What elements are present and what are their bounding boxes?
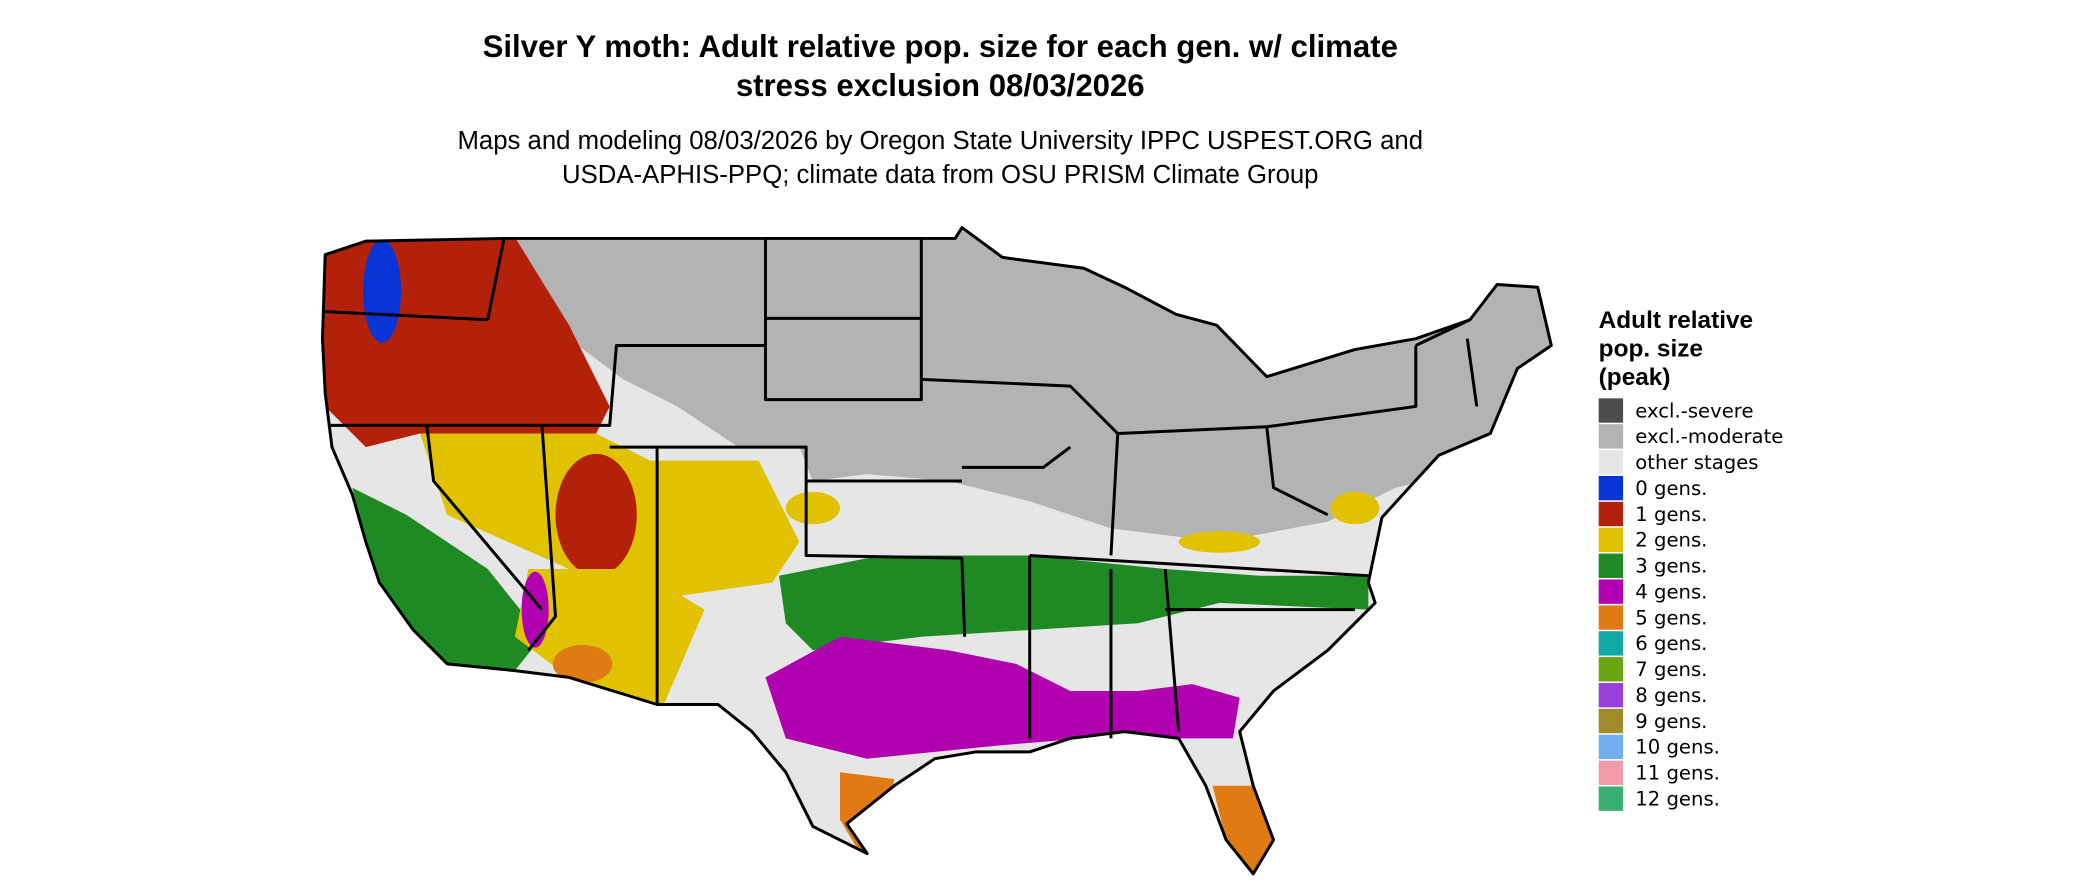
- legend-label: 1 gens.: [1635, 503, 1707, 526]
- legend-label: 0 gens.: [1635, 477, 1707, 500]
- legend-swatch: [1598, 450, 1624, 475]
- region: [1178, 531, 1260, 553]
- legend-label: excl.-moderate: [1635, 425, 1783, 448]
- legend-swatch: [1598, 682, 1624, 708]
- legend-label: 4 gens.: [1635, 580, 1707, 603]
- legend-swatch: [1598, 579, 1624, 604]
- legend-label: 9 gens.: [1635, 710, 1707, 733]
- legend-label: 12 gens.: [1635, 787, 1720, 810]
- region: [363, 239, 402, 343]
- subtitle-line: Maps and modeling 08/03/2026 by Oregon S…: [457, 127, 1423, 155]
- region: [779, 555, 1369, 651]
- legend-label: 7 gens.: [1635, 658, 1707, 681]
- legend-swatch: [1598, 631, 1624, 656]
- region: [552, 644, 613, 683]
- legend-swatch: [1598, 657, 1624, 682]
- legend-swatch: [1598, 760, 1624, 785]
- region: [1330, 491, 1380, 525]
- legend-swatch: [1598, 553, 1624, 578]
- legend-swatch: [1598, 605, 1624, 630]
- legend-label: 11 gens.: [1635, 762, 1720, 785]
- region: [555, 453, 637, 576]
- map-raster: [322, 227, 1552, 874]
- legend-swatch: [1598, 527, 1624, 553]
- legend-title: pop. size: [1599, 335, 1703, 362]
- region: [521, 571, 549, 648]
- legend-title: Adult relative: [1599, 307, 1753, 334]
- region: [352, 487, 542, 671]
- region: [765, 636, 1240, 759]
- title-line: Silver Y moth: Adult relative pop. size …: [483, 29, 1398, 64]
- legend-label: 5 gens.: [1635, 606, 1707, 629]
- legend-label: 3 gens.: [1635, 555, 1707, 578]
- legend-swatch: [1598, 398, 1624, 423]
- title-line: stress exclusion 08/03/2026: [736, 68, 1145, 103]
- legend-swatch: [1598, 734, 1624, 760]
- region: [1212, 785, 1274, 874]
- legend-label: 2 gens.: [1635, 529, 1707, 552]
- legend-title: (peak): [1599, 364, 1671, 391]
- legend-label: 10 gens.: [1635, 736, 1720, 759]
- legend: excl.-severe excl.-moderate other stages 0 …: [1598, 398, 1783, 811]
- subtitle-line: USDA-APHIS-PPQ; climate data from OSU PR…: [562, 161, 1319, 189]
- legend-label: 8 gens.: [1635, 684, 1707, 707]
- legend-swatch: [1598, 475, 1624, 501]
- legend-label: other stages: [1635, 451, 1758, 474]
- legend-label: 6 gens.: [1635, 632, 1707, 655]
- region: [785, 491, 841, 525]
- legend-label: excl.-severe: [1635, 399, 1753, 422]
- state-borders: [320, 226, 1553, 876]
- legend-swatch: [1598, 786, 1624, 811]
- legend-swatch: [1598, 501, 1624, 527]
- legend-swatch: [1598, 708, 1624, 734]
- legend-swatch: [1598, 424, 1624, 449]
